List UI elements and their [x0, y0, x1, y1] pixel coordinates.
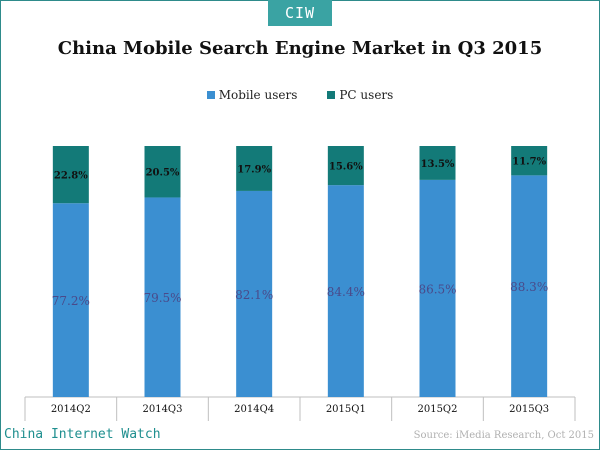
legend: Mobile users PC users [0, 88, 600, 102]
x-tick-label-2015Q2: 2015Q2 [417, 404, 457, 415]
bar-mobile-2014Q4 [236, 190, 273, 397]
data-label-mobile-2015Q2: 86.5% [418, 282, 456, 296]
legend-label-mobile: Mobile users [218, 88, 298, 102]
bar-pc-2015Q3 [511, 146, 548, 176]
bar-pc-2014Q2 [52, 146, 89, 204]
footer-brand: China Internet Watch [4, 427, 161, 442]
data-label-mobile-2014Q3: 79.5% [143, 291, 181, 305]
x-tick-label-2014Q3: 2014Q3 [142, 404, 182, 415]
legend-item-mobile: Mobile users [206, 88, 298, 102]
x-tick-label-2014Q2: 2014Q2 [51, 404, 91, 415]
bar-mobile-2014Q3 [144, 197, 181, 397]
legend-label-pc: PC users [339, 88, 394, 102]
x-tick-label-2015Q1: 2015Q1 [326, 404, 366, 415]
x-tick-label-2014Q4: 2014Q4 [234, 404, 274, 415]
legend-item-pc: PC users [327, 88, 393, 102]
data-label-mobile-2014Q2: 77.2% [52, 294, 90, 308]
bar-mobile-2014Q2 [52, 203, 89, 397]
bar-pc-2015Q1 [327, 146, 364, 186]
bar-mobile-2015Q3 [511, 175, 548, 397]
legend-swatch-pc [327, 91, 336, 99]
bar-pc-2014Q3 [144, 146, 181, 198]
data-label-pc-2015Q1: 15.6% [329, 162, 363, 173]
chart-title: China Mobile Search Engine Market in Q3 … [57, 38, 543, 59]
data-label-mobile-2014Q4: 82.1% [235, 288, 273, 302]
data-label-pc-2014Q2: 22.8% [54, 171, 88, 182]
ciw-badge: CIW [268, 0, 332, 26]
bar-pc-2015Q2 [419, 146, 456, 180]
x-tick-label-2015Q3: 2015Q3 [509, 404, 549, 415]
data-label-pc-2014Q4: 17.9% [237, 164, 271, 175]
data-label-pc-2015Q3: 11.7% [512, 157, 546, 168]
data-label-pc-2014Q3: 20.5% [146, 168, 180, 179]
data-label-mobile-2015Q3: 88.3% [510, 280, 548, 294]
data-label-pc-2015Q2: 13.5% [421, 159, 455, 170]
footer-source: Source: iMedia Research, Oct 2015 [413, 430, 594, 441]
bar-pc-2014Q4 [236, 146, 273, 191]
data-label-mobile-2015Q1: 84.4% [327, 285, 365, 299]
legend-swatch-mobile [206, 91, 215, 99]
bar-mobile-2015Q2 [419, 179, 456, 397]
bar-mobile-2015Q1 [327, 185, 364, 397]
